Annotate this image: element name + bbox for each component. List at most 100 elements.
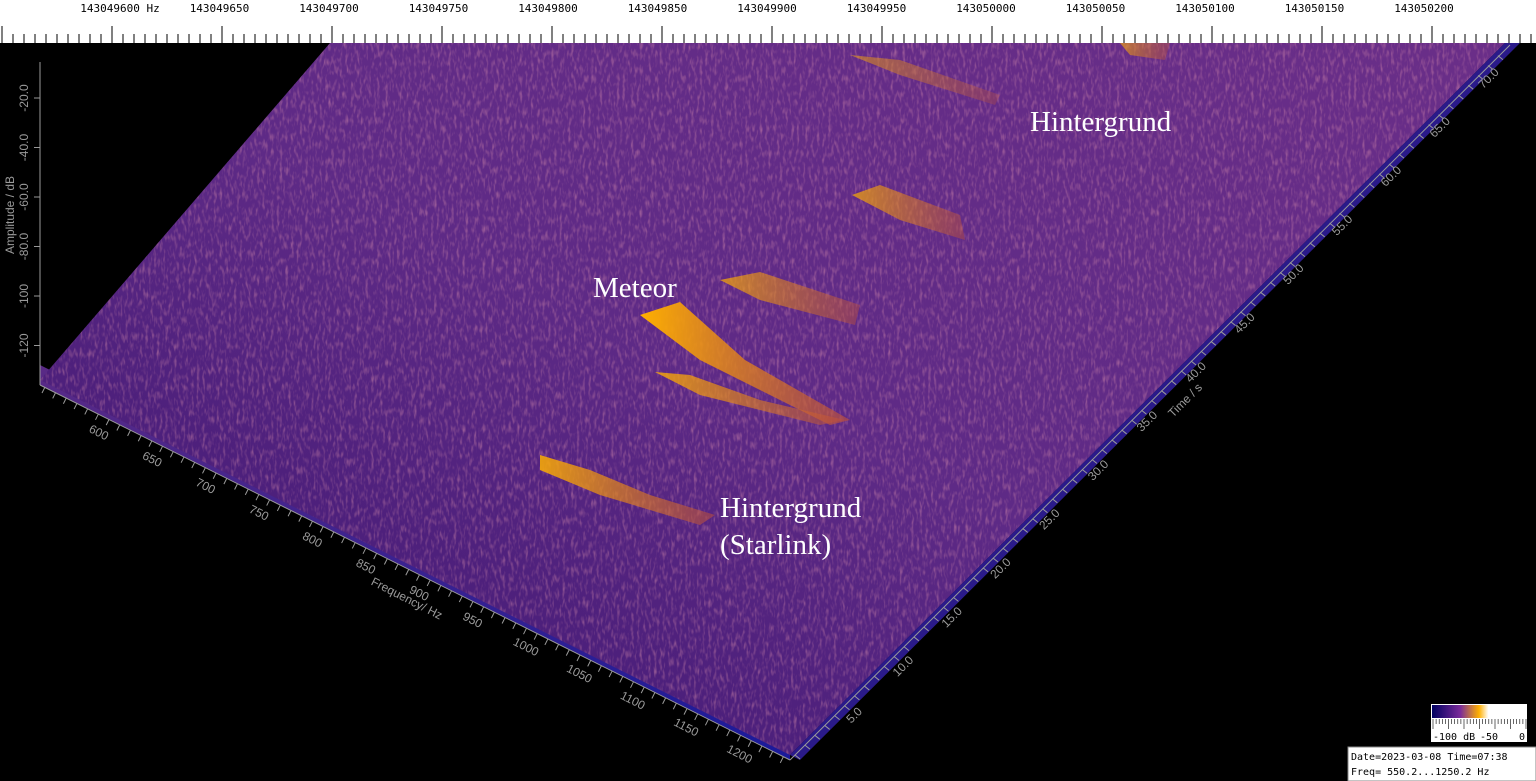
time-tick — [1319, 232, 1326, 238]
frequency-tick — [555, 644, 560, 651]
frequency-tick — [180, 456, 185, 463]
time-tick — [1279, 271, 1286, 277]
streak — [655, 372, 845, 425]
ruler-ticks — [1, 26, 1532, 43]
time-tick — [893, 656, 900, 661]
time-tick — [1289, 262, 1296, 267]
time-tick — [1180, 370, 1187, 376]
amplitude-label: -120 — [17, 333, 31, 357]
frequency-tick — [405, 569, 410, 576]
frequency-tick — [469, 601, 474, 608]
frequency-label: 800 — [300, 529, 324, 551]
frequency-tick — [779, 756, 784, 764]
surface-noise — [40, 43, 1505, 755]
frequency-tick — [276, 504, 281, 512]
frequency-tick — [683, 708, 688, 715]
frequency-tick — [287, 510, 292, 517]
time-tick — [1448, 104, 1454, 110]
frequency-tick — [737, 735, 741, 742]
time-tick — [962, 587, 969, 592]
info-frequency: Freq= 550.2...1250.2 Hz — [1351, 767, 1489, 778]
frequency-label: 700 — [194, 475, 218, 497]
time-tick — [992, 557, 999, 563]
time-tick — [923, 626, 930, 632]
frequency-tick — [105, 418, 110, 426]
ruler-label: 143049700 — [299, 2, 359, 15]
time-tick — [1032, 518, 1038, 523]
frequency-tick — [694, 713, 699, 721]
colorbar-ticks — [1432, 719, 1527, 729]
time-tick — [1388, 163, 1395, 169]
frequency-label: 650 — [140, 448, 164, 470]
time-tick — [1091, 459, 1098, 464]
time-tick — [1131, 419, 1137, 425]
streak — [720, 272, 860, 325]
streak — [1120, 43, 1170, 60]
amplitude-label: -60.0 — [17, 183, 31, 211]
frequency-tick — [619, 676, 624, 683]
amplitude-label: -100 — [17, 284, 31, 308]
time-tick — [1012, 537, 1019, 543]
time-tick — [1151, 400, 1157, 405]
streak — [850, 55, 1000, 105]
time-tick — [1408, 143, 1415, 149]
time-tick — [1220, 331, 1227, 336]
frequency-tick — [223, 477, 228, 485]
time-tick — [1339, 212, 1345, 218]
frequency-tick — [298, 515, 303, 522]
starlink-annotation: (Starlink) — [720, 529, 831, 561]
amplitude-label: -20.0 — [17, 84, 31, 112]
frequency-label: 1050 — [564, 661, 594, 686]
frequency-tick — [62, 397, 67, 404]
frequency-tick — [565, 649, 570, 656]
frequency-tick — [116, 424, 121, 431]
time-tick — [1349, 203, 1355, 208]
ruler-label: 143050200 — [1394, 2, 1454, 15]
frequency-tick — [437, 585, 442, 592]
time-tick — [1250, 301, 1256, 307]
time-tick — [1329, 222, 1335, 228]
frequency-tick — [319, 526, 324, 533]
background-annotation: Hintergrund — [1030, 106, 1172, 138]
frequency-tick — [137, 435, 142, 442]
frequency-axis-line — [39, 384, 791, 761]
time-tick — [1210, 340, 1217, 346]
frequency-tick — [362, 547, 367, 555]
frequency-tick — [416, 574, 420, 581]
time-tick — [1299, 252, 1306, 258]
frequency-tick — [480, 606, 485, 613]
time-tick — [1190, 360, 1197, 366]
meteor-streak — [640, 302, 850, 425]
time-tick — [1170, 380, 1177, 386]
ruler-label: 143050100 — [1175, 2, 1235, 15]
frequency-tick — [95, 413, 99, 421]
time-tick — [1081, 468, 1088, 474]
frequency-tick — [244, 488, 249, 496]
frequency-tick — [587, 660, 592, 667]
frequency-label: 750 — [247, 502, 271, 524]
time-tick — [953, 597, 959, 602]
ruler-label: 143049650 — [190, 2, 250, 15]
frequency-tick — [202, 467, 206, 474]
time-tick — [1368, 183, 1375, 189]
time-tick — [1477, 74, 1484, 80]
colorbar-label: -50 — [1480, 732, 1498, 743]
time-tick — [863, 685, 870, 691]
frequency-tick — [662, 697, 667, 705]
info-date: Date=2023-03-08 Time=07:38 — [1351, 752, 1508, 763]
ruler-label: 143050050 — [1066, 2, 1126, 15]
frequency-label: 1100 — [618, 688, 648, 712]
frequency-tick — [212, 472, 217, 479]
frequency-label: 1150 — [672, 715, 702, 739]
frequency-tick — [769, 751, 774, 758]
time-tick — [1042, 508, 1048, 514]
time-tick — [913, 636, 920, 642]
ruler-label: 143049600 Hz — [80, 2, 159, 15]
frequency-tick — [52, 392, 57, 399]
frequency-tick — [608, 670, 613, 678]
time-tick — [854, 695, 860, 701]
colorbar — [1432, 705, 1526, 718]
frequency-tick — [704, 719, 709, 726]
frequency-ruler — [0, 0, 1536, 43]
